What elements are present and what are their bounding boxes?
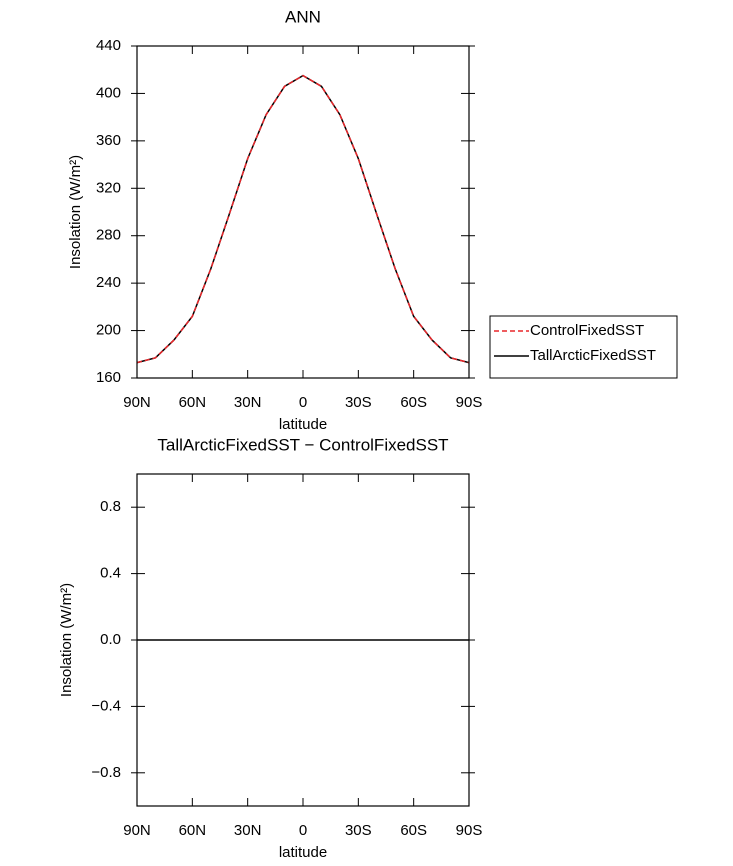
x-tick-label: 90N <box>123 822 151 839</box>
x-tick-label: 60S <box>400 822 427 839</box>
x-axis-label: latitude <box>279 844 327 861</box>
y-tick-label: 320 <box>96 179 121 196</box>
x-tick-label: 90N <box>123 394 151 411</box>
x-tick-label: 60S <box>400 394 427 411</box>
x-tick-label: 0 <box>299 394 307 411</box>
data-line <box>136 74 470 364</box>
y-tick-label: 280 <box>96 227 121 244</box>
x-tick-label: 90S <box>456 394 483 411</box>
y-tick-label: 0.8 <box>100 498 121 515</box>
x-tick-label: 30N <box>234 394 262 411</box>
x-tick-label: 90S <box>456 822 483 839</box>
x-tick-label: 0 <box>299 822 307 839</box>
x-tick-label: 30S <box>345 822 372 839</box>
chart-title: ANN <box>285 7 321 26</box>
plot-frame <box>136 45 470 379</box>
y-tick-label: 360 <box>96 132 121 149</box>
data-line <box>136 74 470 364</box>
x-tick-label: 30N <box>234 822 262 839</box>
y-tick-label: 200 <box>96 322 121 339</box>
y-tick-label: 0.0 <box>100 631 121 648</box>
chart-title: TallArcticFixedSST − ControlFixedSST <box>157 435 448 454</box>
legend-label: TallArcticFixedSST <box>530 347 656 364</box>
y-tick-label: −0.8 <box>91 764 121 781</box>
plot-frame <box>136 473 470 807</box>
x-tick-label: 60N <box>179 822 207 839</box>
legend-box <box>489 315 678 379</box>
y-tick-label: −0.4 <box>91 697 121 714</box>
y-tick-label: 440 <box>96 37 121 54</box>
y-axis-label: Insolation (W/m²) <box>67 155 84 269</box>
y-tick-label: 400 <box>96 84 121 101</box>
y-axis-label: Insolation (W/m²) <box>58 583 75 697</box>
x-axis-label: latitude <box>279 416 327 433</box>
y-tick-label: 160 <box>96 369 121 386</box>
y-tick-label: 0.4 <box>100 565 121 582</box>
legend-label: ControlFixedSST <box>530 322 644 339</box>
y-tick-label: 240 <box>96 274 121 291</box>
x-tick-label: 30S <box>345 394 372 411</box>
x-tick-label: 60N <box>179 394 207 411</box>
